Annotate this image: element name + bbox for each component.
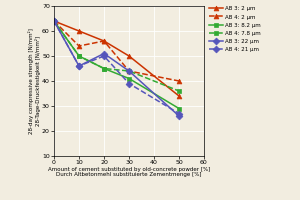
AB 3: 22 μm: (30, 44): 22 μm: (30, 44) <box>127 70 131 72</box>
Line: AB 4: 2 μm: AB 4: 2 μm <box>52 19 182 83</box>
AB 3: 8.2 μm: (20, 45): 8.2 μm: (20, 45) <box>102 67 106 70</box>
AB 3: 2 μm: (50, 34): 2 μm: (50, 34) <box>177 95 181 97</box>
Line: AB 3: 2 μm: AB 3: 2 μm <box>52 19 182 98</box>
AB 4: 2 μm: (30, 44): 2 μm: (30, 44) <box>127 70 131 72</box>
AB 3: 22 μm: (10, 46): 22 μm: (10, 46) <box>77 65 81 67</box>
AB 4: 7.8 μm: (10, 50): 7.8 μm: (10, 50) <box>77 55 81 57</box>
AB 4: 21 μm: (10, 46): 21 μm: (10, 46) <box>77 65 81 67</box>
AB 4: 7.8 μm: (0, 64): 7.8 μm: (0, 64) <box>52 20 56 22</box>
AB 4: 21 μm: (0, 64): 21 μm: (0, 64) <box>52 20 56 22</box>
AB 4: 21 μm: (20, 50): 21 μm: (20, 50) <box>102 55 106 57</box>
AB 3: 8.2 μm: (0, 64): 8.2 μm: (0, 64) <box>52 20 56 22</box>
AB 4: 7.8 μm: (30, 44): 7.8 μm: (30, 44) <box>127 70 131 72</box>
Y-axis label: 28-day compressive strength [N/mm²]
28-Tage-Druckfestigkeit [N/mm²]: 28-day compressive strength [N/mm²] 28-T… <box>28 28 40 134</box>
AB 4: 2 μm: (0, 64): 2 μm: (0, 64) <box>52 20 56 22</box>
AB 3: 2 μm: (10, 60): 2 μm: (10, 60) <box>77 30 81 32</box>
AB 3: 2 μm: (0, 64): 2 μm: (0, 64) <box>52 20 56 22</box>
AB 3: 8.2 μm: (50, 29): 8.2 μm: (50, 29) <box>177 107 181 110</box>
Line: AB 4: 7.8 μm: AB 4: 7.8 μm <box>52 19 182 93</box>
AB 4: 2 μm: (10, 54): 2 μm: (10, 54) <box>77 45 81 47</box>
Line: AB 4: 21 μm: AB 4: 21 μm <box>52 19 182 116</box>
Line: AB 3: 8.2 μm: AB 3: 8.2 μm <box>52 19 182 111</box>
Line: AB 3: 22 μm: AB 3: 22 μm <box>52 19 182 118</box>
AB 4: 21 μm: (50, 27): 21 μm: (50, 27) <box>177 112 181 115</box>
AB 3: 8.2 μm: (10, 50): 8.2 μm: (10, 50) <box>77 55 81 57</box>
AB 4: 21 μm: (30, 39): 21 μm: (30, 39) <box>127 82 131 85</box>
AB 3: 22 μm: (20, 51): 22 μm: (20, 51) <box>102 52 106 55</box>
AB 4: 7.8 μm: (20, 45): 7.8 μm: (20, 45) <box>102 67 106 70</box>
Legend: AB 3: 2 μm, AB 4: 2 μm, AB 3: 8.2 μm, AB 4: 7.8 μm, AB 3: 22 μm, AB 4: 21 μm: AB 3: 2 μm, AB 4: 2 μm, AB 3: 8.2 μm, AB… <box>208 6 261 52</box>
AB 3: 2 μm: (20, 56): 2 μm: (20, 56) <box>102 40 106 42</box>
AB 4: 2 μm: (20, 56): 2 μm: (20, 56) <box>102 40 106 42</box>
AB 4: 7.8 μm: (50, 36): 7.8 μm: (50, 36) <box>177 90 181 92</box>
AB 3: 8.2 μm: (30, 41): 8.2 μm: (30, 41) <box>127 77 131 80</box>
AB 3: 22 μm: (0, 64): 22 μm: (0, 64) <box>52 20 56 22</box>
AB 3: 22 μm: (50, 26): 22 μm: (50, 26) <box>177 115 181 117</box>
AB 3: 2 μm: (30, 50): 2 μm: (30, 50) <box>127 55 131 57</box>
X-axis label: Amount of cement substituted by old-concrete powder [%]
Durch Altbetonmehl subst: Amount of cement substituted by old-conc… <box>48 167 210 177</box>
AB 4: 2 μm: (50, 40): 2 μm: (50, 40) <box>177 80 181 82</box>
